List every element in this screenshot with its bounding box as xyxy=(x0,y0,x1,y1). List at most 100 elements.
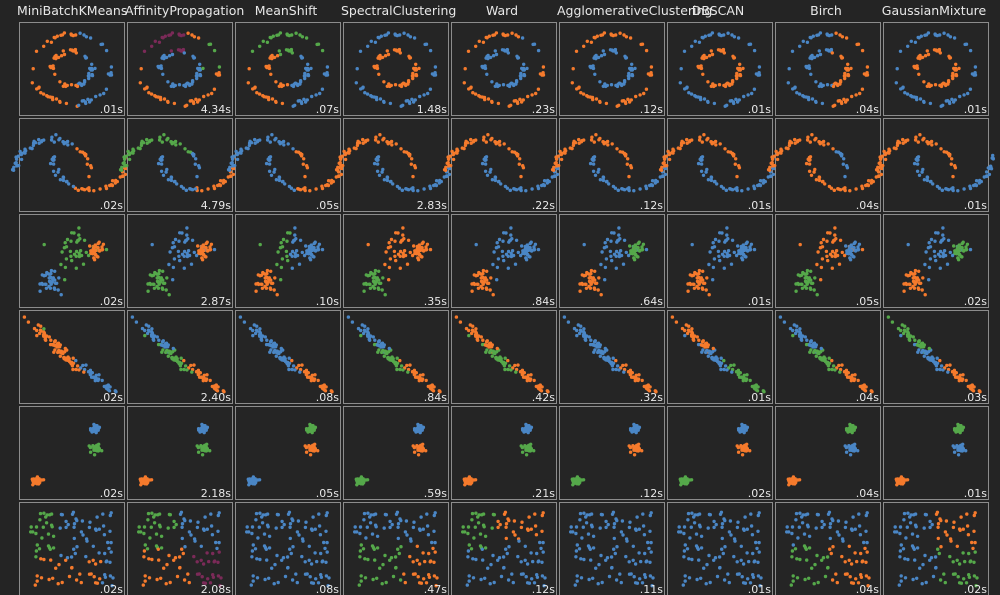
scatter-point xyxy=(582,327,586,331)
scatter-point xyxy=(414,62,418,66)
scatter-point xyxy=(711,265,716,270)
scatter-point xyxy=(395,356,399,360)
scatter-point xyxy=(705,276,709,280)
scatter-point xyxy=(577,141,581,145)
scatter-point xyxy=(53,287,57,291)
scatter-point xyxy=(42,274,46,278)
scatter-point xyxy=(721,47,726,52)
scatter-point xyxy=(825,254,829,258)
scatter-point xyxy=(875,168,880,172)
scatter-point xyxy=(258,44,262,48)
scatter-point xyxy=(322,383,326,387)
scatter-point xyxy=(171,241,175,245)
scatter-point xyxy=(96,241,100,246)
scatter-point xyxy=(521,249,525,253)
scatter-point xyxy=(55,342,60,346)
scatter-point xyxy=(822,143,826,147)
scatter-point xyxy=(945,363,949,368)
scatter-point xyxy=(194,157,198,161)
scatter-point xyxy=(592,35,596,40)
scatter-point xyxy=(383,54,388,58)
scatter-point xyxy=(185,226,189,230)
scatter-point xyxy=(938,358,942,363)
scatter-point xyxy=(580,139,584,143)
panel-aniso-gaussianmixture: .03s xyxy=(883,310,989,404)
scatter-point xyxy=(636,446,640,451)
scatter-point xyxy=(628,450,633,454)
scatter-point xyxy=(787,67,791,71)
scatter-point xyxy=(485,339,489,343)
scatter-point xyxy=(182,266,186,270)
scatter-point xyxy=(382,354,386,358)
scatter-point xyxy=(54,97,59,101)
scatter-point xyxy=(508,238,513,242)
scatter-point xyxy=(614,266,618,270)
scatter-point xyxy=(393,360,398,364)
scatter-point xyxy=(140,479,145,483)
scatter-point xyxy=(61,178,66,183)
scatter-point xyxy=(389,139,394,144)
scatter-point xyxy=(484,56,488,60)
scatter-point xyxy=(574,49,579,53)
panel-varied-agglomerativeclustering: .64s xyxy=(559,214,665,308)
scatter-point xyxy=(817,175,821,179)
scatter-point xyxy=(566,320,571,324)
panel-noisy_circles-minibatchkmeans: .01s xyxy=(19,22,125,116)
scatter-point xyxy=(950,97,954,102)
scatter-point xyxy=(526,373,530,377)
scatter-point xyxy=(744,255,748,259)
scatter-point xyxy=(150,274,154,278)
scatter-point xyxy=(970,383,974,387)
scatter-point xyxy=(157,268,162,273)
scatter-point xyxy=(877,161,881,165)
scatter-point xyxy=(784,146,788,150)
scatter-point xyxy=(494,52,499,57)
scatter-point xyxy=(740,189,744,193)
scatter-point xyxy=(738,371,742,375)
scatter-point xyxy=(722,254,726,258)
scatter-point xyxy=(912,161,917,166)
scatter-point xyxy=(644,48,649,53)
scatter-point xyxy=(290,358,294,363)
scatter-point xyxy=(195,174,199,179)
scatter-point xyxy=(692,286,697,290)
scatter-point xyxy=(302,97,306,102)
scatter-point xyxy=(772,154,776,158)
scatter-point xyxy=(398,33,402,37)
scatter-point xyxy=(56,288,60,292)
scatter-point xyxy=(376,35,380,40)
scatter-point xyxy=(833,254,838,259)
scatter-point xyxy=(776,151,780,155)
scatter-point xyxy=(190,370,194,374)
scatter-point xyxy=(530,187,534,191)
scatter-point xyxy=(231,172,236,177)
scatter-point xyxy=(69,83,74,87)
scatter-point xyxy=(45,39,49,43)
scatter-point xyxy=(917,173,922,177)
scatter-point xyxy=(757,183,762,187)
scatter-point xyxy=(951,76,955,81)
scatter-point xyxy=(518,74,523,78)
scatter-point xyxy=(402,249,407,253)
scatter-point xyxy=(51,66,56,71)
scatter-point xyxy=(85,187,90,191)
scatter-point xyxy=(408,101,412,106)
scatter-point xyxy=(381,138,385,142)
scatter-point xyxy=(393,83,398,87)
scatter-point xyxy=(501,83,506,87)
scatter-point xyxy=(387,346,391,351)
scatter-point xyxy=(700,140,704,144)
scatter-point xyxy=(745,426,749,430)
scatter-point xyxy=(380,55,385,60)
scatter-point xyxy=(26,320,31,324)
scatter-point xyxy=(600,250,604,254)
scatter-point xyxy=(819,82,823,86)
scatter-point xyxy=(653,181,657,185)
scatter-point xyxy=(539,389,544,393)
scatter-point xyxy=(922,178,927,182)
scatter-point xyxy=(227,168,232,172)
scatter-point xyxy=(474,44,478,48)
scatter-point xyxy=(991,153,995,158)
scatter-point xyxy=(615,364,620,368)
scatter-point xyxy=(596,55,601,60)
